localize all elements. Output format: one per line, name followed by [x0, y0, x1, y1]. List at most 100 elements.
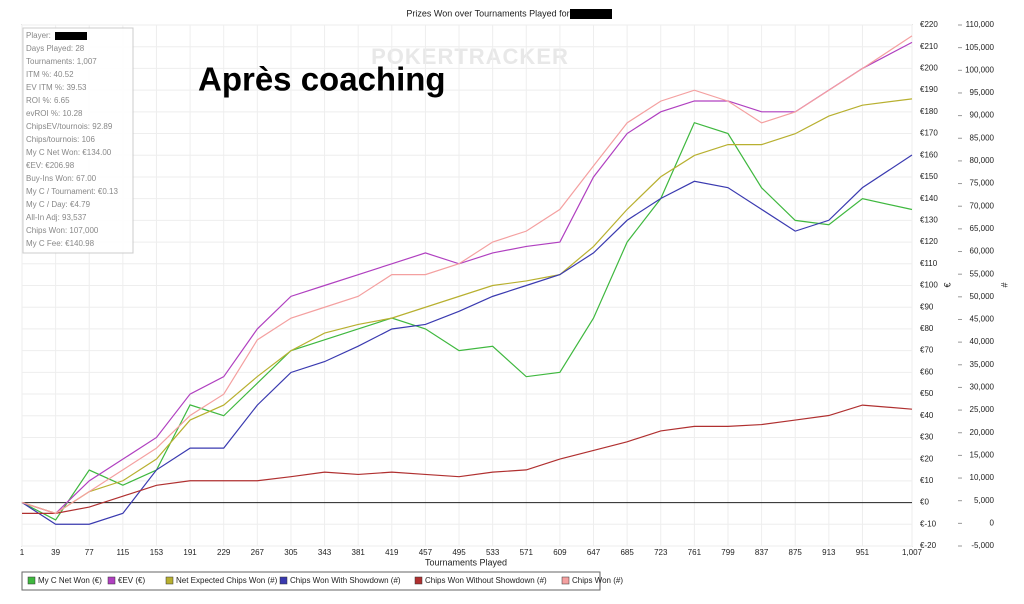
legend-label: Net Expected Chips Won (#) [176, 576, 278, 585]
x-tick-label: 229 [217, 548, 231, 557]
redacted-player [55, 32, 87, 40]
y2-tick-label: 85,000 [970, 133, 995, 142]
x-tick-label: 191 [183, 548, 197, 557]
y2-tick-label: 30,000 [970, 383, 995, 392]
y2-tick-label: 105,000 [965, 43, 994, 52]
stat-line: Days Played: 28 [26, 44, 85, 53]
y2-tick-label: 10,000 [970, 473, 995, 482]
y2-tick-label: 95,000 [970, 88, 995, 97]
y2-tick-label: 15,000 [970, 451, 995, 460]
legend-swatch [561, 576, 570, 585]
x-tick-label: 685 [620, 548, 634, 557]
x-tick-label: 609 [553, 548, 567, 557]
y-tick-label: €110 [920, 259, 938, 268]
x-tick-label: 495 [452, 548, 466, 557]
stat-line: My C / Tournament: €0.13 [26, 187, 118, 196]
y2-tick-label: 70,000 [970, 201, 995, 210]
stat-line: ChipsEV/tournois: 92.89 [26, 122, 113, 131]
y-tick-label: €190 [920, 85, 938, 94]
x-tick-label: 723 [654, 548, 668, 557]
y-tick-label: €140 [920, 194, 938, 203]
x-axis-title: Tournaments Played [425, 557, 507, 567]
x-tick-label: 457 [419, 548, 433, 557]
legend-swatch [279, 576, 288, 585]
y2-tick-label: 50,000 [970, 292, 995, 301]
y-tick-label: €60 [920, 367, 934, 376]
legend-label: Chips Won Without Showdown (#) [425, 576, 547, 585]
stat-line: Chips/tournois: 106 [26, 135, 95, 144]
y-tick-label: €10 [920, 476, 934, 485]
x-tick-label: 39 [51, 548, 60, 557]
stat-line: Buy-Ins Won: 67.00 [26, 174, 97, 183]
y2-tick-label: 90,000 [970, 111, 995, 120]
y2-tick-label: 55,000 [970, 269, 995, 278]
x-tick-label: 837 [755, 548, 769, 557]
y2-tick-label: 60,000 [970, 247, 995, 256]
stat-line: €EV: €206.98 [26, 161, 75, 170]
y-tick-label: €200 [920, 64, 938, 73]
y-tick-label: €50 [920, 389, 934, 398]
y2-tick-label: 0 [990, 518, 995, 527]
x-tick-label: 1 [20, 548, 25, 557]
y2-tick-label: 40,000 [970, 337, 995, 346]
y2-tick-label: 65,000 [970, 224, 995, 233]
series-line [21, 154, 913, 525]
x-tick-label: 343 [318, 548, 332, 557]
stat-line: Chips Won: 107,000 [26, 226, 99, 235]
y-tick-label: €100 [920, 281, 938, 290]
redacted-name [570, 9, 612, 19]
x-tick-label: 533 [486, 548, 500, 557]
legend-swatch [27, 576, 36, 585]
stat-line: ITM %: 40.52 [26, 70, 74, 79]
series-line [21, 35, 913, 515]
x-tick-label: 761 [688, 548, 702, 557]
y-tick-label: €90 [920, 302, 934, 311]
y2-tick-label: 25,000 [970, 405, 995, 414]
legend-swatch [107, 576, 116, 585]
y2-tick-label: 35,000 [970, 360, 995, 369]
y-tick-label: €40 [920, 411, 934, 420]
y-tick-label: €-20 [920, 541, 937, 550]
stat-line: Player: [26, 31, 51, 40]
y-tick-label: €170 [920, 129, 938, 138]
series-line [22, 404, 913, 514]
chart-title: Prizes Won over Tournaments Played for [406, 8, 569, 18]
legend-label: Chips Won With Showdown (#) [290, 576, 401, 585]
legend-label: My C Net Won (€) [38, 576, 102, 585]
y-tick-label: €180 [920, 107, 938, 116]
series-line [21, 121, 913, 521]
y-tick-label: €80 [920, 324, 934, 333]
x-tick-label: 305 [284, 548, 298, 557]
y-tick-label: €130 [920, 215, 938, 224]
stat-line: All-In Adj: 93,537 [26, 213, 87, 222]
y-tick-label: €30 [920, 433, 934, 442]
y-tick-label: €20 [920, 454, 934, 463]
x-tick-label: 77 [85, 548, 94, 557]
x-tick-label: 951 [856, 548, 870, 557]
legend-swatch [165, 576, 174, 585]
x-tick-label: 799 [721, 548, 735, 557]
y-tick-label: €150 [920, 172, 938, 181]
stats-box [22, 27, 134, 254]
y2-tick-label: 20,000 [970, 428, 995, 437]
watermark: POKERTRACKER [371, 44, 569, 69]
y-tick-label: €160 [920, 150, 938, 159]
x-tick-label: 153 [150, 548, 164, 557]
series-line [21, 98, 913, 515]
y-tick-label: €220 [920, 20, 938, 29]
y2-tick-label: 75,000 [970, 179, 995, 188]
y-tick-label: €210 [920, 42, 938, 51]
x-tick-label: 1,007 [902, 548, 923, 557]
legend-box [21, 571, 601, 591]
stat-line: evROI %: 10.28 [26, 109, 83, 118]
x-tick-label: 571 [520, 548, 534, 557]
legend-label: €EV (€) [118, 576, 145, 585]
y2-tick-label: 100,000 [965, 65, 994, 74]
stat-line: My C Net Won: €134.00 [26, 148, 112, 157]
y-tick-label: €120 [920, 237, 938, 246]
y2-tick-label: 45,000 [970, 315, 995, 324]
y2-tick-label: 5,000 [974, 496, 995, 505]
stat-line: ROI %: 6.65 [26, 96, 70, 105]
